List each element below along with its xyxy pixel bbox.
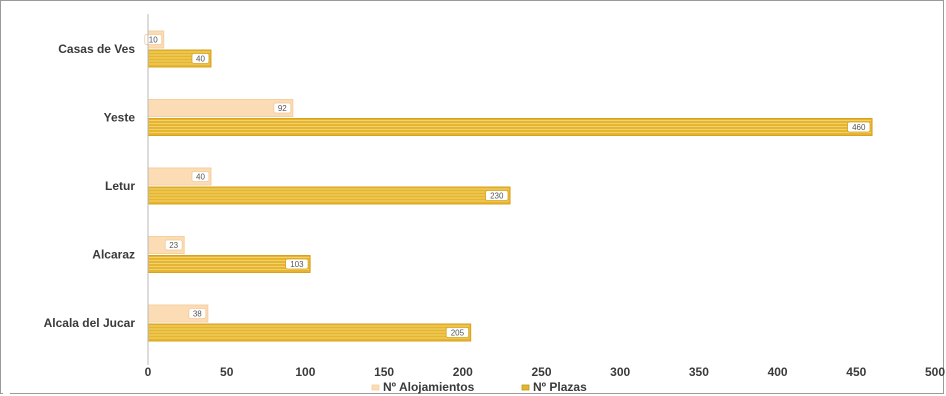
x-tick-label: 150	[374, 365, 394, 379]
data-label: 92	[273, 102, 292, 114]
svg-text:10: 10	[149, 36, 158, 45]
x-tick-label: 250	[531, 365, 551, 379]
data-label: 460	[847, 121, 871, 133]
data-label: 40	[191, 171, 210, 182]
category-labels: Casas de Ves Yeste Letur Alcaraz Alcala del …	[44, 42, 136, 330]
bar-plazas	[147, 323, 472, 342]
category-label: Alcala del Jucar	[44, 316, 136, 330]
bar-alojamientos	[147, 99, 294, 117]
svg-text:38: 38	[193, 310, 202, 319]
svg-text:460: 460	[852, 123, 866, 132]
bar-plazas	[147, 255, 311, 273]
bars-layer: 10 40 92 460 40 230 23 103 38 205	[144, 30, 873, 342]
legend-label: Nº Alojamientos	[383, 380, 475, 394]
category-label: Alcaraz	[92, 248, 135, 262]
x-tick-label: 300	[610, 365, 630, 379]
svg-text:23: 23	[169, 241, 178, 250]
svg-text:40: 40	[196, 173, 205, 182]
x-tick-label: 50	[220, 365, 234, 379]
data-label: 23	[164, 239, 183, 251]
legend-item: Nº Plazas	[521, 380, 587, 394]
legend-label: Nº Plazas	[533, 380, 587, 394]
x-tick-labels: 0 50 100 150 200 250 300 350 400 450 500	[145, 365, 946, 379]
svg-text:40: 40	[196, 55, 205, 64]
svg-text:92: 92	[278, 104, 287, 113]
category-label: Casas de Ves	[58, 42, 135, 56]
data-label: 230	[485, 190, 509, 201]
category-label: Yeste	[104, 111, 136, 125]
bar-plazas	[147, 186, 511, 205]
x-tick-label: 500	[925, 365, 945, 379]
x-tick-label: 100	[295, 365, 315, 379]
data-label: 103	[285, 258, 309, 270]
data-label: 38	[188, 308, 207, 319]
category-label: Letur	[105, 179, 135, 193]
legend-item: Nº Alojamientos	[371, 380, 475, 394]
x-tick-label: 0	[145, 365, 152, 379]
svg-text:103: 103	[290, 260, 304, 269]
bar-plazas	[147, 118, 873, 136]
svg-text:230: 230	[490, 192, 504, 201]
data-label: 10	[144, 34, 163, 45]
data-label: 40	[191, 53, 210, 64]
legend-swatch	[521, 384, 530, 391]
legend: Nº Alojamientos Nº Plazas	[371, 380, 587, 394]
legend-swatch	[371, 384, 380, 391]
x-tick-label: 450	[846, 365, 866, 379]
x-tick-label: 350	[689, 365, 709, 379]
svg-text:205: 205	[451, 329, 465, 338]
x-tick-label: 400	[768, 365, 788, 379]
data-label: 205	[445, 327, 470, 338]
x-tick-label: 200	[453, 365, 473, 379]
